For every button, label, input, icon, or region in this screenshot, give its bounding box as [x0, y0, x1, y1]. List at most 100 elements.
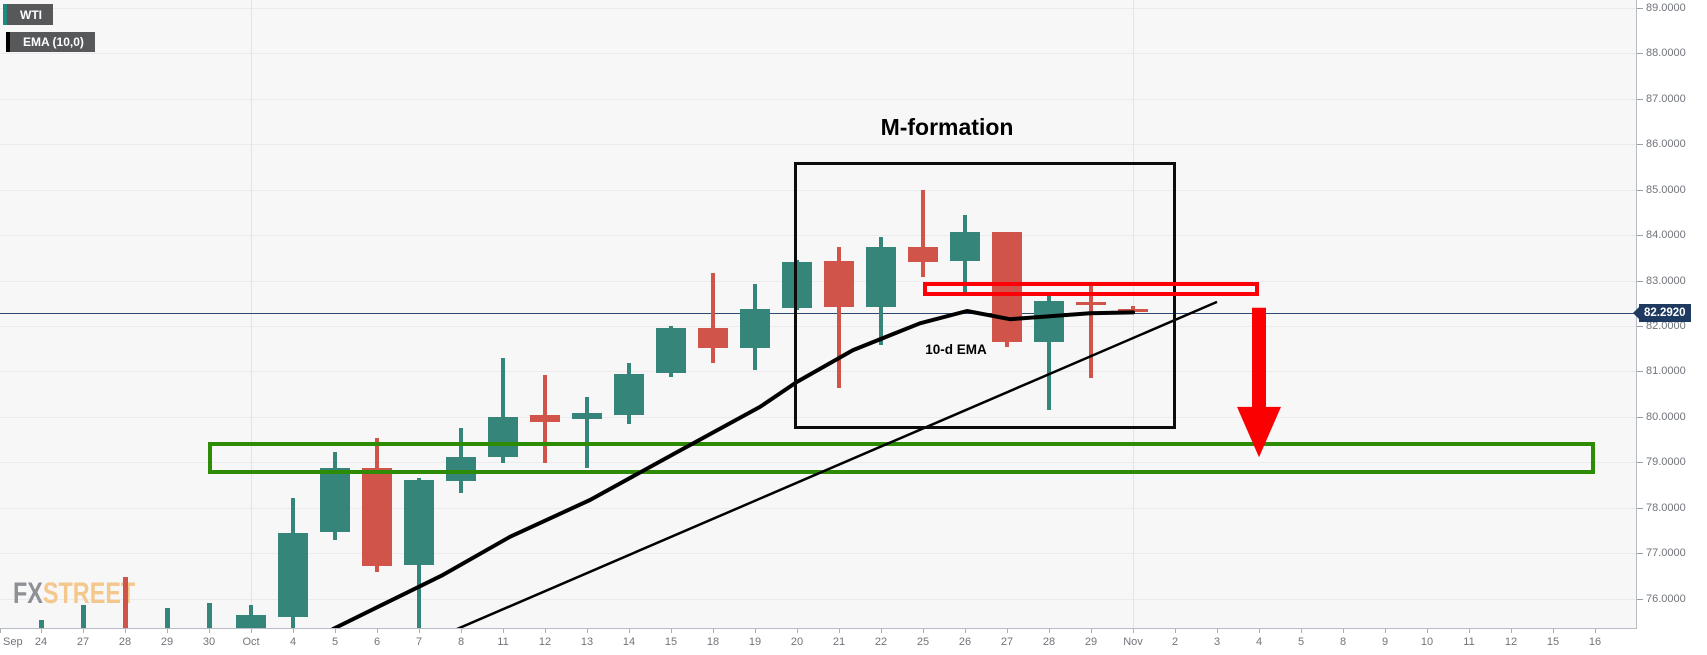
date-tick: [503, 629, 504, 633]
date-label-14: 14: [622, 636, 636, 648]
price-label: 83.0000: [1646, 274, 1686, 287]
date-tick: [209, 629, 210, 633]
candle-body-6: [362, 468, 392, 566]
price-tick: [1637, 462, 1643, 464]
candle-body-25: [908, 247, 938, 262]
resistance-box: [923, 282, 1259, 296]
candle-wick-24: [38, 619, 44, 628]
date-label-27: 27: [76, 636, 90, 648]
price-tick: [1637, 553, 1643, 555]
date-tick: [965, 629, 966, 633]
date-label-12: 12: [538, 636, 552, 648]
date-label-Nov: Nov: [1123, 636, 1143, 648]
candle-wick-25: [921, 189, 925, 277]
fxstreet-watermark: FXSTREET: [13, 577, 135, 610]
date-label-6: 6: [373, 636, 381, 648]
date-tick: [41, 629, 42, 633]
date-tick: [1049, 629, 1050, 633]
date-tick: [1469, 629, 1470, 633]
date-label-Sep: Sep: [3, 636, 23, 648]
date-axis[interactable]: Sep 24 27 28 29 30 Oct 4 5 6 7 8 11 12 13 14 15 18 19 20 21 2…: [0, 629, 1636, 655]
candle-body-13: [572, 413, 602, 420]
price-gridline: [0, 598, 1636, 600]
price-tick: [1637, 144, 1643, 146]
price-gridline: [0, 553, 1636, 555]
candle-body-26: [950, 232, 980, 262]
price-gridline: [0, 144, 1636, 146]
date-tick: [797, 629, 798, 633]
price-axis[interactable]: 89.0000 88.0000 87.0000 86.0000 85.0000 84.00…: [1637, 0, 1707, 628]
indicator-badge-ema[interactable]: EMA (10,0): [6, 32, 95, 52]
date-tick: [1007, 629, 1008, 633]
candle-wick-27: [80, 604, 86, 628]
date-label-28: 28: [118, 636, 132, 648]
date-label-15: 15: [664, 636, 678, 648]
date-label-2: 2: [1171, 636, 1179, 648]
date-tick: [923, 629, 924, 633]
symbol-badge-wti[interactable]: WTI: [3, 4, 53, 25]
candle-body-21: [824, 261, 854, 307]
price-label: 78.0000: [1646, 501, 1686, 514]
date-tick: [167, 629, 168, 633]
date-label-24: 24: [34, 636, 48, 648]
date-tick: [1091, 629, 1092, 633]
candle-body-15: [656, 327, 686, 373]
date-label-27: 27: [1000, 636, 1014, 648]
date-tick: [755, 629, 756, 633]
price-tick: [1637, 98, 1643, 100]
date-label-13: 13: [580, 636, 594, 648]
price-tick: [1637, 326, 1643, 327]
date-label-3: 3: [1213, 636, 1221, 648]
price-gridline: [0, 507, 1636, 509]
candle-wick-28: [122, 576, 128, 628]
date-label-8: 8: [1339, 636, 1347, 648]
price-label: 85.0000: [1646, 183, 1686, 196]
date-tick: [83, 629, 84, 633]
date-label-22: 22: [874, 636, 888, 648]
date-label-11: 11: [497, 636, 509, 648]
price-tick: [1637, 53, 1643, 55]
ema-accent-stripe: [6, 32, 10, 52]
date-tick: [671, 629, 672, 633]
date-label-29: 29: [160, 636, 174, 648]
date-tick: [251, 629, 252, 633]
date-label-29: 29: [1084, 636, 1098, 648]
date-label-4: 4: [289, 636, 297, 648]
price-label: 86.0000: [1646, 138, 1686, 151]
date-label-4: 4: [1255, 636, 1263, 648]
date-label-16: 16: [1588, 636, 1602, 648]
candle-wick-30: [206, 602, 212, 628]
support-zone-box: [208, 442, 1595, 474]
date-tick: [1343, 629, 1344, 633]
date-label-Oct: Oct: [242, 636, 260, 648]
symbol-badge-label: WTI: [20, 7, 42, 22]
month-gridline: [251, 0, 252, 628]
date-tick: [1595, 629, 1596, 633]
price-label: 84.0000: [1646, 229, 1686, 242]
date-label-15: 15: [1546, 636, 1560, 648]
date-tick: [1385, 629, 1386, 633]
price-tick: [1637, 280, 1643, 282]
candle-body-20: [782, 261, 812, 308]
date-tick: [1301, 629, 1302, 633]
date-label-28: 28: [1042, 636, 1056, 648]
price-label: 77.0000: [1646, 547, 1686, 560]
candle-body-22: [866, 247, 896, 307]
price-gridline: [0, 8, 1636, 9]
date-label-11: 11: [1463, 636, 1475, 648]
price-label: 79.0000: [1646, 456, 1686, 469]
date-label-19: 19: [748, 636, 762, 648]
price-gridline: [0, 189, 1636, 191]
price-label: 87.0000: [1646, 92, 1686, 105]
candle-wick-29: [164, 607, 170, 628]
date-tick: [125, 629, 126, 633]
date-tick: [461, 629, 462, 633]
current-price-badge: 82.2920: [1633, 304, 1691, 322]
date-tick: [1259, 629, 1260, 633]
price-tick: [1637, 8, 1643, 9]
price-gridline: [0, 280, 1636, 282]
price-label: 76.0000: [1646, 592, 1686, 605]
date-label-20: 20: [790, 636, 804, 648]
date-label-30: 30: [202, 636, 216, 648]
